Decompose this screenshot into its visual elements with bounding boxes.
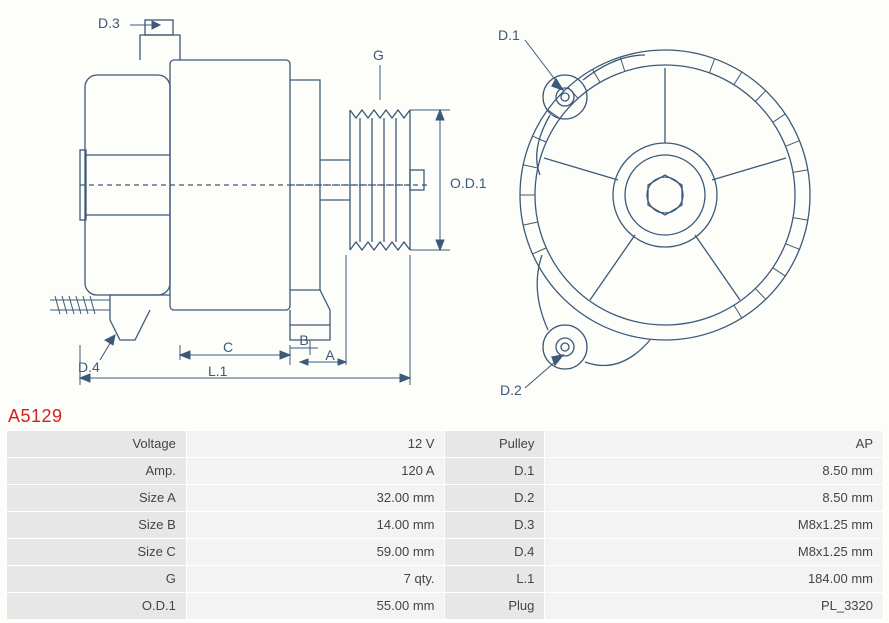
anno-d3: D.3 [98,15,120,31]
label-amp: Amp. [7,458,187,485]
label-G: G [7,566,187,593]
anno-g: G [373,47,384,63]
table-row: Voltage 12 V Pulley AP [7,431,884,458]
table-row: Amp. 120 A D.1 8.50 mm [7,458,884,485]
anno-b: B [299,332,308,348]
value-d1: 8.50 mm [545,458,884,485]
label-l1: L.1 [445,566,545,593]
value-d4: M8x1.25 mm [545,539,884,566]
value-od1: 55.00 mm [186,593,445,620]
label-sizeB: Size B [7,512,187,539]
label-od1: O.D.1 [7,593,187,620]
value-G: 7 qty. [186,566,445,593]
table-row: O.D.1 55.00 mm Plug PL_3320 [7,593,884,620]
label-sizeC: Size C [7,539,187,566]
value-d2: 8.50 mm [545,485,884,512]
front-view-drawing: D.1 D.2 [470,0,870,400]
value-sizeA: 32.00 mm [186,485,445,512]
spec-table: Voltage 12 V Pulley AP Amp. 120 A D.1 8.… [6,430,884,620]
value-voltage: 12 V [186,431,445,458]
technical-drawings: D.3 G O.D.1 D.4 C B A L.1 [0,0,889,400]
label-d3: D.3 [445,512,545,539]
table-row: Size C 59.00 mm D.4 M8x1.25 mm [7,539,884,566]
label-plug: Plug [445,593,545,620]
anno-l1: L.1 [208,363,228,379]
label-sizeA: Size A [7,485,187,512]
anno-d4: D.4 [78,359,100,375]
anno-d2: D.2 [500,382,522,398]
value-plug: PL_3320 [545,593,884,620]
value-pulley: AP [545,431,884,458]
side-view-drawing: D.3 G O.D.1 D.4 C B A L.1 [20,0,500,400]
part-id: A5129 [8,406,63,427]
anno-c: C [223,339,233,355]
label-d2: D.2 [445,485,545,512]
value-sizeC: 59.00 mm [186,539,445,566]
label-d4: D.4 [445,539,545,566]
value-amp: 120 A [186,458,445,485]
label-voltage: Voltage [7,431,187,458]
page-root: D.3 G O.D.1 D.4 C B A L.1 [0,0,889,623]
label-d1: D.1 [445,458,545,485]
anno-d1: D.1 [498,27,520,43]
value-sizeB: 14.00 mm [186,512,445,539]
table-row: G 7 qty. L.1 184.00 mm [7,566,884,593]
table-row: Size A 32.00 mm D.2 8.50 mm [7,485,884,512]
value-d3: M8x1.25 mm [545,512,884,539]
label-pulley: Pulley [445,431,545,458]
table-row: Size B 14.00 mm D.3 M8x1.25 mm [7,512,884,539]
value-l1: 184.00 mm [545,566,884,593]
anno-a: A [325,347,335,363]
